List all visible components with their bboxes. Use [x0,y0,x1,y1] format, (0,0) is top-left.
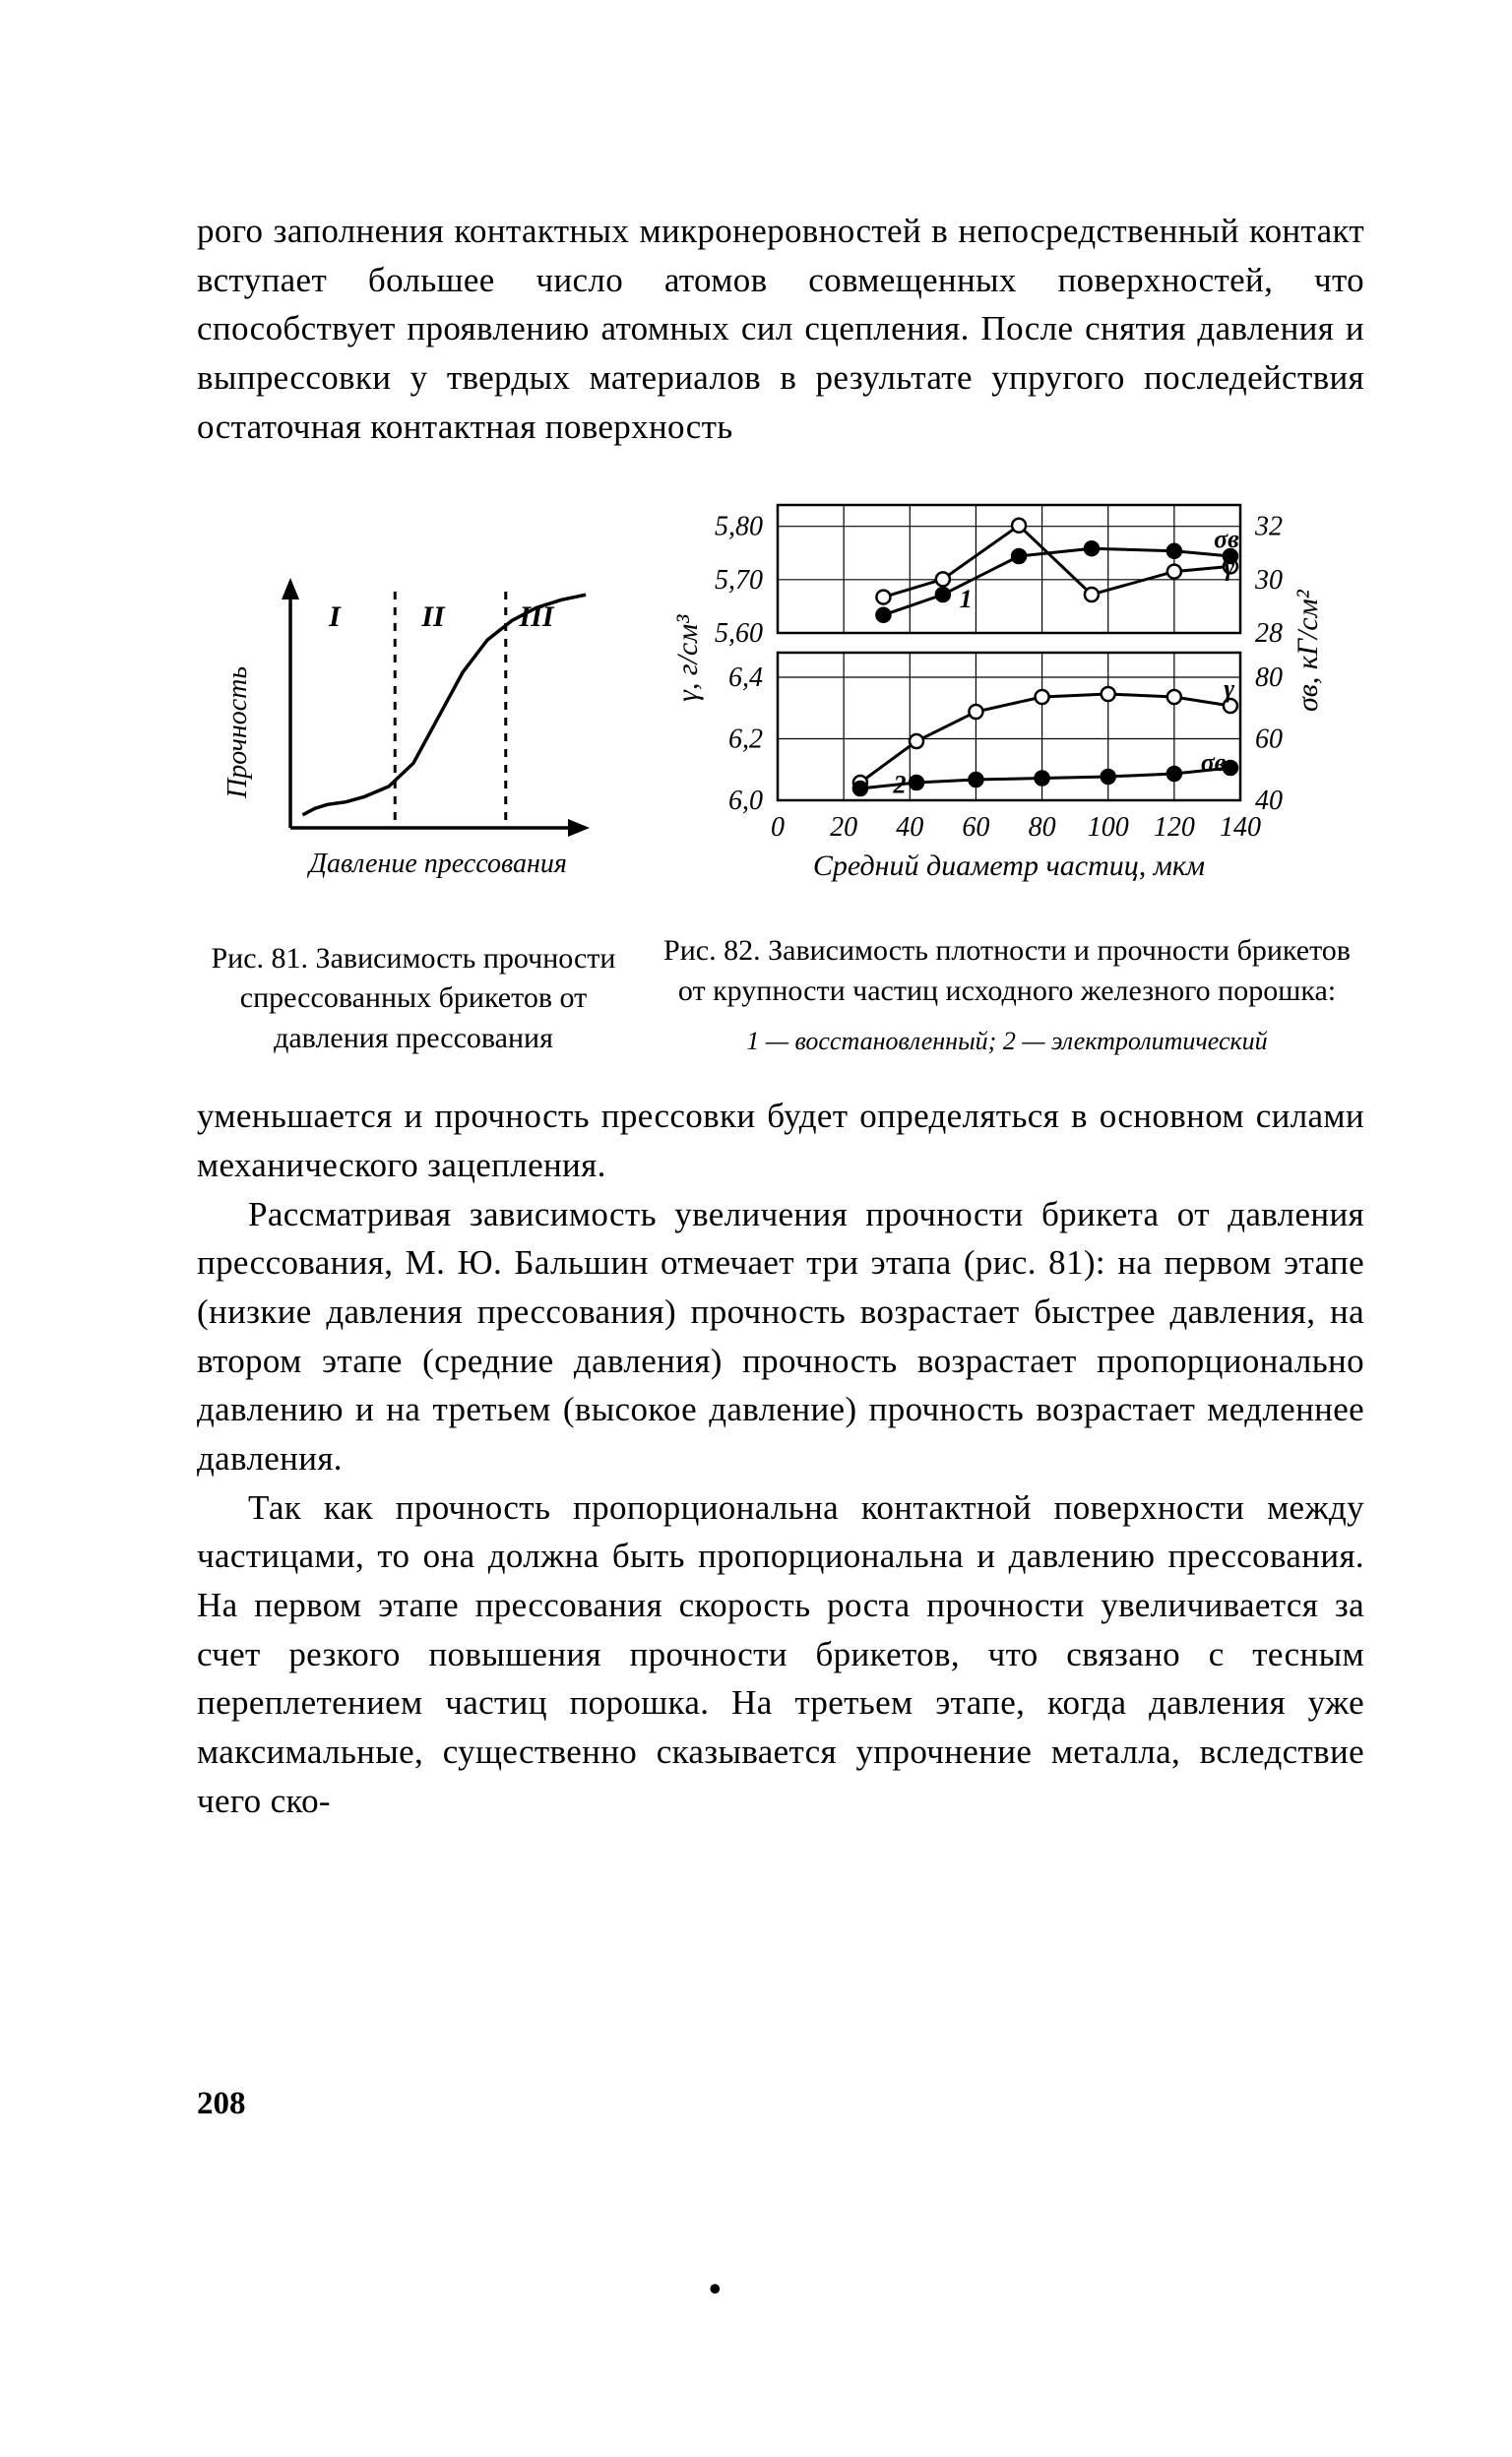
svg-text:I: I [328,600,342,633]
svg-text:6,2: 6,2 [728,724,763,755]
svg-text:20: 20 [830,812,857,843]
page: рого заполнения контактных микронеровнос… [0,0,1512,2457]
svg-text:5,70: 5,70 [715,565,763,596]
svg-text:0: 0 [771,812,785,843]
svg-text:80: 80 [1255,662,1283,693]
svg-text:120: 120 [1154,812,1195,843]
paragraph-3: Рассматривая зависимость увеличения проч… [197,1190,1364,1483]
svg-text:III: III [518,600,554,633]
svg-text:40: 40 [896,812,923,843]
svg-text:1: 1 [960,585,973,613]
svg-text:σв: σв [1201,748,1227,777]
svg-text:σв, кГ/см²: σв, кГ/см² [1292,590,1324,713]
svg-text:6,4: 6,4 [728,662,763,693]
paragraph-4: Так как прочность пропорциональна контак… [197,1483,1364,1826]
svg-text:5,80: 5,80 [715,512,763,542]
svg-text:6,0: 6,0 [728,786,763,816]
svg-text:60: 60 [962,812,989,843]
svg-text:80: 80 [1029,812,1056,843]
fig82-legend: 1 — восстановленный; 2 — электролитическ… [650,1025,1364,1058]
svg-text:140: 140 [1220,812,1261,843]
fig82-caption: Рис. 82. Зависимость плотности и прочнос… [650,931,1364,1011]
svg-text:Давление прессования: Давление прессования [306,849,567,879]
fig81-caption: Рис. 81. Зависимость прочности спрессова… [197,939,630,1059]
svg-text:2: 2 [893,771,907,799]
svg-text:Прочность: Прочность [222,666,253,799]
svg-text:σв: σв [1214,525,1239,553]
svg-text:γ: γ [1224,674,1234,703]
paragraph-1: рого заполнения контактных микронеровнос… [197,207,1364,451]
figure-82: 5,605,705,806,06,26,42830324060800204060… [650,485,1364,1058]
svg-text:5,60: 5,60 [715,618,763,649]
paragraph-2: уменьшается и прочность прессовки будет … [197,1092,1364,1189]
fig81-svg: IIIIIIПрочностьДавление прессования [197,552,630,916]
stray-dot: • [709,2268,722,2309]
figure-81: IIIIIIПрочностьДавление прессования Рис.… [197,552,630,1059]
figure-row: IIIIIIПрочностьДавление прессования Рис.… [197,485,1364,1058]
svg-text:32: 32 [1254,512,1283,542]
svg-text:30: 30 [1254,565,1283,596]
svg-text:γ: γ [1224,553,1234,582]
svg-text:28: 28 [1255,618,1283,649]
svg-text:60: 60 [1255,724,1283,755]
svg-text:II: II [420,600,446,633]
page-number: 208 [197,2086,246,2122]
svg-text:Средний диаметр частиц, мкм: Средний диаметр частиц, мкм [813,850,1205,882]
svg-text:γ, г/см³: γ, г/см³ [671,614,704,702]
fig82-svg: 5,605,705,806,06,26,42830324060800204060… [650,485,1358,909]
svg-text:100: 100 [1088,812,1129,843]
